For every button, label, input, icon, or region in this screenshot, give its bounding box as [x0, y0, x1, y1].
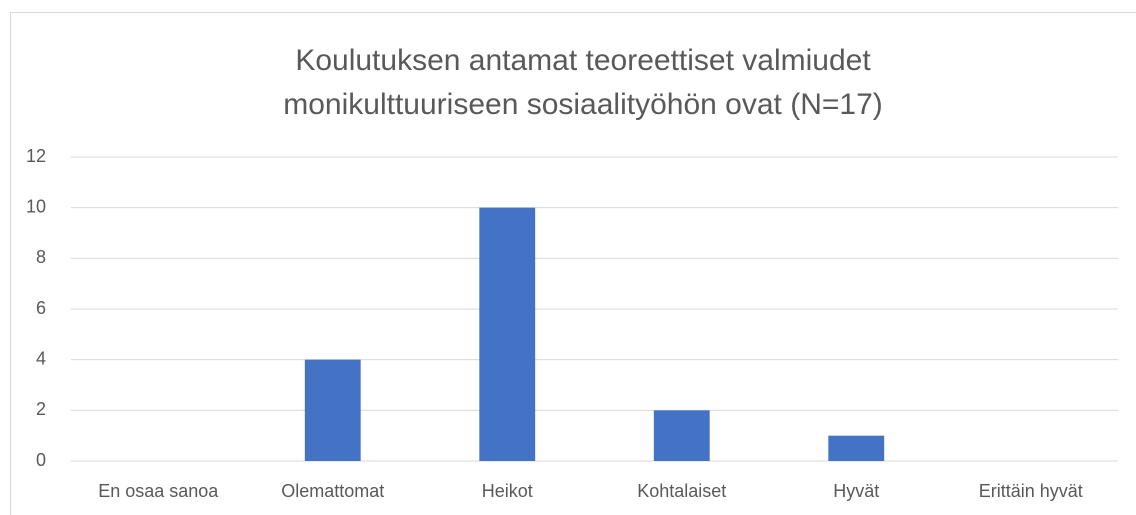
x-tick-label: En osaa sanoa [98, 481, 219, 501]
y-tick-label: 6 [36, 298, 46, 318]
y-tick-label: 2 [36, 399, 46, 419]
y-tick-label: 4 [36, 348, 46, 368]
x-tick-label: Olemattomat [281, 481, 384, 501]
y-tick-label: 0 [36, 450, 46, 470]
x-tick-label: Erittäin hyvät [979, 481, 1083, 501]
chart-title: Koulutuksen antamat teoreettiset valmiud… [295, 44, 871, 77]
x-tick-label: Hyvät [833, 481, 879, 501]
chart-title: monikulttuuriseen sosiaalityöhön ovat (N… [283, 88, 883, 121]
x-tick-label: Kohtalaiset [637, 481, 726, 501]
y-tick-label: 8 [36, 247, 46, 267]
bar [828, 435, 885, 461]
y-tick-label: 12 [26, 146, 46, 166]
bar [653, 410, 710, 461]
bar [479, 207, 536, 461]
bar [304, 359, 361, 461]
chart-frame [10, 12, 1136, 515]
y-tick-label: 10 [26, 196, 46, 216]
x-tick-label: Heikot [482, 481, 533, 501]
